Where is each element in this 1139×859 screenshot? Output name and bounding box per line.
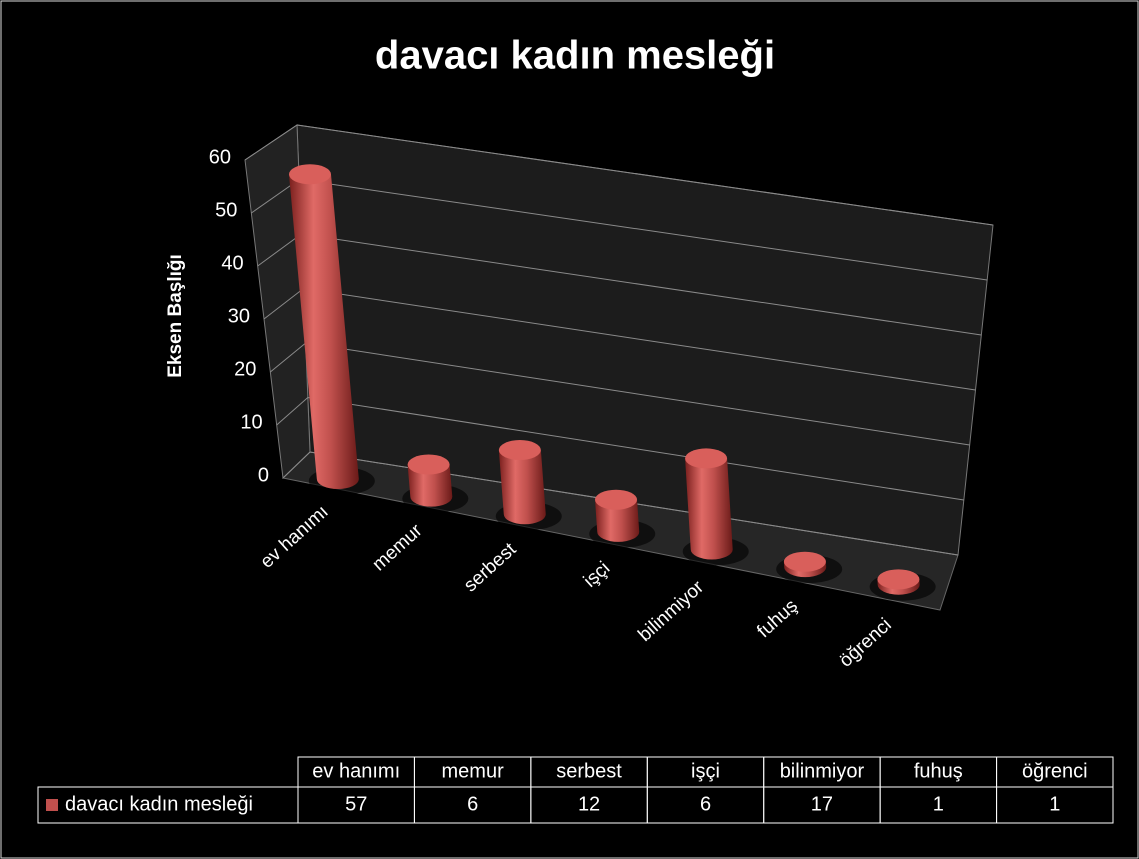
table-value: 6	[467, 793, 478, 815]
bar-top	[783, 551, 826, 572]
bar	[685, 458, 733, 560]
table-cell	[996, 786, 1114, 824]
y-axis-label: Eksen Başlığı	[165, 254, 186, 378]
table-value: 1	[933, 793, 944, 815]
y-tick-label: 40	[221, 252, 243, 274]
table-header: ev hanımı	[312, 760, 400, 782]
y-tick-label: 10	[240, 411, 262, 433]
bar	[407, 464, 453, 507]
bar-top	[288, 164, 331, 185]
table-header: bilinmiyor	[780, 760, 865, 782]
grid-line	[276, 396, 964, 501]
chart-title: davacı kadın mesleği	[375, 34, 775, 78]
legend-key	[46, 799, 58, 811]
y-tick-label: 50	[215, 199, 237, 221]
y-tick-label: 0	[258, 464, 269, 486]
y-tick-label: 30	[228, 305, 250, 327]
legend-label: davacı kadın mesleği	[65, 793, 253, 815]
bar-top	[498, 440, 541, 461]
table-value: 12	[578, 793, 600, 815]
bar-top	[595, 489, 638, 510]
bar-top	[407, 454, 450, 475]
bar	[288, 174, 359, 490]
y-tick-label: 60	[209, 146, 231, 168]
bar-top	[685, 448, 728, 469]
table-value: 6	[700, 793, 711, 815]
table-header: memur	[442, 760, 505, 782]
bar-top	[877, 569, 920, 590]
grid-line	[282, 451, 959, 556]
table-value: 57	[345, 793, 367, 815]
table-header: işçi	[691, 760, 720, 782]
table-header: öğrenci	[1022, 760, 1088, 782]
grid-line	[244, 124, 994, 226]
bar	[498, 450, 546, 525]
table-header: fuhuş	[914, 760, 963, 782]
y-tick-label: 20	[234, 358, 256, 380]
table-value: 1	[1049, 793, 1060, 815]
bar	[595, 499, 640, 542]
table-value: 17	[811, 793, 833, 815]
table-header: serbest	[556, 760, 622, 782]
